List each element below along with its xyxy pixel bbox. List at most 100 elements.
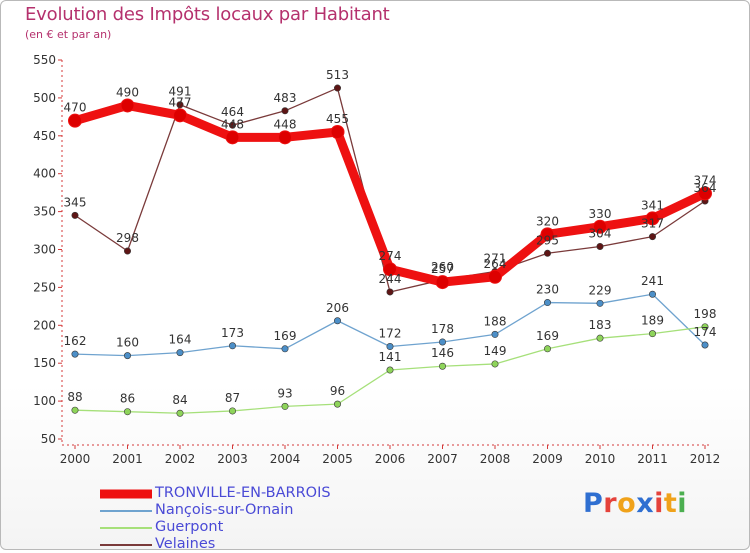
data-label-guerpont: 93 — [277, 386, 292, 400]
x-tick-label: 2004 — [270, 452, 301, 466]
data-point-guerpont — [333, 400, 341, 408]
y-tick-label: 450 — [33, 129, 56, 143]
data-point-nan-ois-sur-ornain — [701, 341, 709, 349]
legend-swatch — [100, 489, 152, 498]
data-label-tronville-en-barrois: 264 — [484, 257, 507, 271]
data-point-velaines — [229, 121, 237, 129]
legend-label: Nançois-sur-Ornain — [155, 502, 294, 518]
legend-item-tronville-en-barrois: TRONVILLE-EN-BARROIS — [100, 485, 331, 502]
data-point-guerpont — [71, 406, 79, 414]
data-label-nan-ois-sur-ornain: 230 — [536, 283, 559, 297]
x-tick-label: 2002 — [165, 452, 196, 466]
data-label-velaines: 483 — [274, 91, 297, 105]
legend-item-guerpont: Guerpont — [100, 519, 331, 536]
data-point-velaines — [281, 107, 289, 115]
data-label-guerpont: 87 — [225, 391, 240, 405]
data-label-tronville-en-barrois: 448 — [274, 117, 297, 131]
x-tick-label: 2003 — [217, 452, 248, 466]
data-label-guerpont: 183 — [589, 318, 612, 332]
data-label-guerpont: 198 — [694, 307, 717, 321]
data-label-nan-ois-sur-ornain: 169 — [274, 329, 297, 343]
logo-letter: x — [636, 488, 655, 519]
x-tick-label: 2011 — [637, 452, 668, 466]
data-point-tronville-en-barrois — [645, 211, 660, 226]
chart-subtitle: (en € et par an) — [25, 28, 112, 41]
data-point-nan-ois-sur-ornain — [648, 290, 656, 298]
data-label-nan-ois-sur-ornain: 229 — [589, 283, 612, 297]
data-point-guerpont — [596, 334, 604, 342]
y-tick-label: 50 — [41, 432, 56, 446]
data-label-tronville-en-barrois: 341 — [641, 198, 664, 212]
data-point-guerpont — [648, 330, 656, 338]
data-label-velaines: 317 — [641, 217, 664, 231]
data-point-guerpont — [491, 360, 499, 368]
data-point-guerpont — [386, 366, 394, 374]
data-label-velaines: 491 — [169, 85, 192, 99]
data-point-velaines — [176, 101, 184, 109]
data-label-tronville-en-barrois: 330 — [589, 207, 612, 221]
data-point-nan-ois-sur-ornain — [596, 299, 604, 307]
data-label-nan-ois-sur-ornain: 160 — [116, 336, 139, 350]
data-point-tronville-en-barrois — [698, 186, 712, 201]
data-label-guerpont: 146 — [431, 346, 454, 360]
data-point-tronville-en-barrois — [173, 108, 187, 123]
data-label-guerpont: 189 — [641, 314, 664, 328]
data-point-guerpont — [176, 409, 184, 417]
logo-letter: r — [603, 488, 618, 519]
logo-letter: o — [617, 488, 637, 519]
x-tick-label: 2007 — [427, 452, 458, 466]
data-label-guerpont: 149 — [484, 344, 507, 358]
y-tick-label: 250 — [33, 280, 56, 294]
data-point-nan-ois-sur-ornain — [491, 330, 499, 338]
data-label-nan-ois-sur-ornain: 173 — [221, 326, 244, 340]
data-label-guerpont: 84 — [172, 393, 187, 407]
legend-label: TRONVILLE-EN-BARROIS — [155, 485, 331, 501]
data-point-tronville-en-barrois — [383, 262, 397, 277]
data-label-tronville-en-barrois: 374 — [694, 173, 717, 187]
data-point-nan-ois-sur-ornain — [333, 317, 341, 325]
data-label-nan-ois-sur-ornain: 172 — [379, 327, 402, 341]
data-point-tronville-en-barrois — [540, 227, 555, 242]
data-point-guerpont — [701, 323, 709, 331]
data-point-velaines — [71, 211, 79, 219]
proxiti-logo: Proxiti — [583, 488, 687, 519]
data-point-guerpont — [229, 407, 237, 415]
data-label-velaines: 271 — [484, 251, 507, 265]
legend-swatch — [100, 526, 152, 529]
logo-letter: i — [654, 488, 664, 519]
x-tick-label: 2010 — [585, 452, 616, 466]
logo-letter: P — [583, 488, 604, 519]
data-point-tronville-en-barrois — [435, 275, 450, 290]
data-point-guerpont — [281, 402, 289, 410]
data-label-tronville-en-barrois: 448 — [221, 117, 244, 131]
data-point-nan-ois-sur-ornain — [281, 345, 289, 353]
data-point-nan-ois-sur-ornain — [71, 350, 79, 358]
data-point-guerpont — [124, 408, 132, 416]
data-label-tronville-en-barrois: 477 — [169, 95, 192, 109]
y-tick-label: 200 — [33, 318, 56, 332]
data-label-velaines: 295 — [536, 233, 559, 247]
y-tick-label: 500 — [33, 91, 56, 105]
data-point-velaines — [648, 233, 656, 241]
data-point-tronville-en-barrois — [278, 130, 292, 145]
data-label-tronville-en-barrois: 274 — [379, 249, 402, 263]
data-point-velaines — [333, 84, 341, 92]
logo-letter: i — [677, 488, 688, 519]
data-point-tronville-en-barrois — [68, 113, 82, 128]
data-point-nan-ois-sur-ornain — [229, 342, 237, 350]
y-tick-label: 150 — [33, 356, 56, 370]
data-label-velaines: 464 — [221, 105, 244, 119]
legend-item-nan-ois-sur-ornain: Nançois-sur-Ornain — [100, 502, 331, 519]
data-label-tronville-en-barrois: 320 — [536, 214, 559, 228]
x-tick-label: 2001 — [112, 452, 143, 466]
data-point-guerpont — [438, 362, 446, 370]
legend-item-velaines: Velaines — [100, 536, 331, 553]
data-point-tronville-en-barrois — [488, 269, 502, 284]
data-label-velaines: 244 — [379, 272, 402, 286]
legend-swatch — [100, 543, 152, 546]
data-label-nan-ois-sur-ornain: 162 — [64, 334, 87, 348]
data-label-guerpont: 169 — [536, 329, 559, 343]
x-tick-label: 2005 — [322, 452, 353, 466]
data-point-velaines — [543, 249, 551, 257]
